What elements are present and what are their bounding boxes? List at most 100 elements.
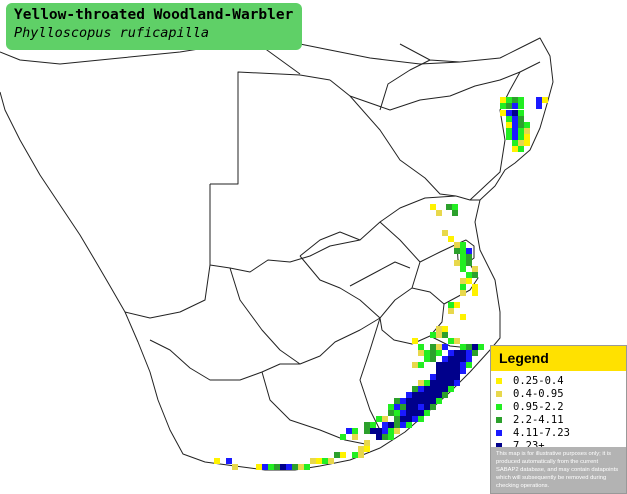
occurrence-cell xyxy=(442,362,448,368)
occurrence-cell xyxy=(424,398,430,404)
occurrence-cell xyxy=(430,332,436,338)
occurrence-cell xyxy=(400,398,406,404)
occurrence-cell xyxy=(452,204,458,210)
occurrence-cell xyxy=(406,422,412,428)
occurrence-cell xyxy=(430,386,436,392)
occurrence-cell xyxy=(376,416,382,422)
occurrence-cell xyxy=(460,356,466,362)
occurrence-cell xyxy=(436,380,442,386)
occurrence-cell xyxy=(382,434,388,440)
occurrence-cell xyxy=(506,110,512,116)
occurrence-cell xyxy=(442,230,448,236)
occurrence-cell xyxy=(418,392,424,398)
occurrence-cell xyxy=(524,122,530,128)
occurrence-cell xyxy=(518,134,524,140)
occurrence-cell xyxy=(394,428,400,434)
occurrence-cell xyxy=(448,236,454,242)
occurrence-cell xyxy=(424,392,430,398)
map-disclaimer: This map is for illustrative purposes on… xyxy=(491,447,626,493)
occurrence-cell xyxy=(412,338,418,344)
occurrence-cell xyxy=(226,458,232,464)
occurrence-cell xyxy=(448,350,454,356)
occurrence-cell xyxy=(424,386,430,392)
occurrence-cell xyxy=(412,392,418,398)
occurrence-cell xyxy=(394,404,400,410)
occurrence-cell xyxy=(512,103,518,109)
occurrence-cell xyxy=(406,404,412,410)
occurrence-cell xyxy=(512,97,518,103)
occurrence-cell xyxy=(256,464,262,470)
occurrence-cell xyxy=(460,266,466,272)
occurrence-cell xyxy=(442,392,448,398)
occurrence-cell xyxy=(466,260,472,266)
occurrence-cell xyxy=(506,128,512,134)
occurrence-cell xyxy=(430,374,436,380)
occurrence-cell xyxy=(466,344,472,350)
occurrence-cell xyxy=(436,344,442,350)
occurrence-cell xyxy=(358,446,364,452)
occurrence-cell xyxy=(436,368,442,374)
occurrence-cell xyxy=(512,146,518,152)
occurrence-cell xyxy=(400,416,406,422)
occurrence-cell xyxy=(394,410,400,416)
occurrence-cell xyxy=(412,362,418,368)
occurrence-cell xyxy=(460,344,466,350)
legend-item: 0.95-2.2 xyxy=(496,400,570,413)
occurrence-cell xyxy=(472,272,478,278)
occurrence-cell xyxy=(406,398,412,404)
occurrence-cell xyxy=(418,416,424,422)
occurrence-cell xyxy=(442,356,448,362)
occurrence-cell xyxy=(442,368,448,374)
legend-label: 0.25-0.4 xyxy=(513,374,564,387)
occurrence-cell xyxy=(454,302,460,308)
occurrence-cell xyxy=(430,380,436,386)
occurrence-cell xyxy=(394,416,400,422)
occurrence-cell xyxy=(310,458,316,464)
occurrence-cell xyxy=(340,452,346,458)
occurrence-cell xyxy=(352,428,358,434)
occurrence-cell xyxy=(316,458,322,464)
border-sa-botswana xyxy=(209,184,457,273)
occurrence-cell xyxy=(448,356,454,362)
occurrence-cell xyxy=(472,344,478,350)
occurrence-cell xyxy=(500,110,506,116)
occurrence-cell xyxy=(418,344,424,350)
occurrence-cell xyxy=(412,398,418,404)
occurrence-cell xyxy=(448,386,454,392)
occurrence-cell xyxy=(506,116,512,122)
occurrence-cell xyxy=(454,362,460,368)
occurrence-cell xyxy=(454,380,460,386)
occurrence-cell xyxy=(418,362,424,368)
occurrence-cell xyxy=(436,386,442,392)
occurrence-cell xyxy=(304,464,310,470)
occurrence-cell xyxy=(442,344,448,350)
occurrence-cell xyxy=(328,458,334,464)
occurrence-cell xyxy=(412,410,418,416)
occurrence-cell xyxy=(214,458,220,464)
occurrence-cell xyxy=(460,284,466,290)
occurrence-cell xyxy=(524,134,530,140)
occurrence-cell xyxy=(446,204,452,210)
occurrence-cell xyxy=(466,356,472,362)
occurrence-cell xyxy=(262,464,268,470)
occurrence-cell xyxy=(466,248,472,254)
occurrence-cell xyxy=(370,428,376,434)
occurrence-cell xyxy=(412,404,418,410)
occurrence-cell xyxy=(466,254,472,260)
border-north xyxy=(259,43,461,111)
occurrence-cell xyxy=(382,416,388,422)
occurrence-cell xyxy=(298,464,304,470)
occurrence-cell xyxy=(500,103,506,109)
occurrence-cell xyxy=(418,404,424,410)
occurrence-cell xyxy=(436,332,442,338)
occurrence-cell xyxy=(454,368,460,374)
occurrence-cell xyxy=(352,434,358,440)
occurrence-cell xyxy=(406,410,412,416)
occurrence-cell xyxy=(394,422,400,428)
occurrence-cell xyxy=(500,97,506,103)
occurrence-cell xyxy=(364,446,370,452)
occurrence-cells xyxy=(214,97,548,470)
occurrence-cell xyxy=(418,380,424,386)
occurrence-cell xyxy=(352,452,358,458)
